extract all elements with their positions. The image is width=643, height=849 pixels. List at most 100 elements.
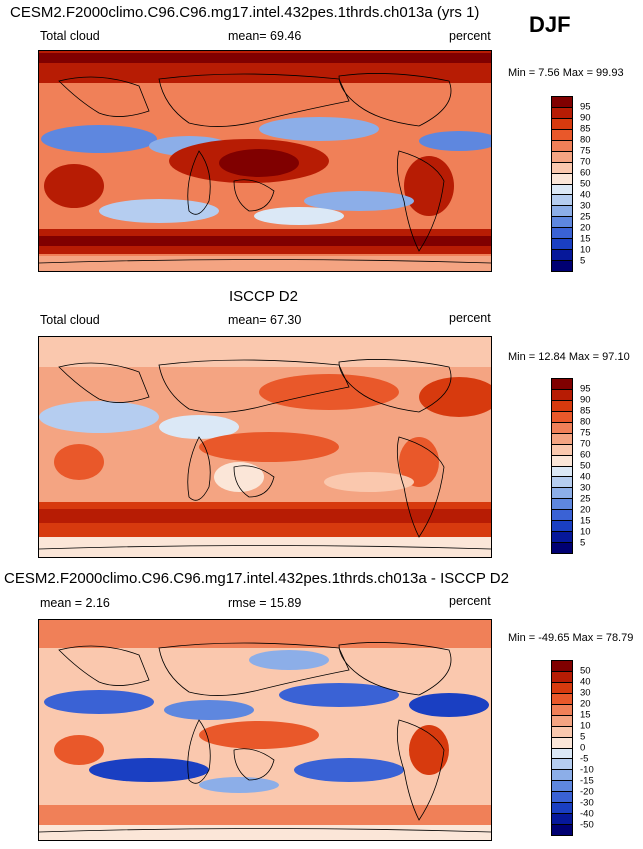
colorbar-label: 70 — [580, 438, 591, 450]
colorbar-swatch — [552, 97, 572, 108]
colorbar-label: 75 — [580, 145, 591, 157]
panel-title: ISCCP D2 — [229, 288, 298, 305]
units-label: percent — [449, 29, 491, 43]
colorbar-boxes — [551, 378, 573, 554]
colorbar-swatch — [552, 543, 572, 553]
units-label: percent — [449, 311, 491, 325]
colorbar-label: -15 — [580, 775, 594, 787]
colorbar-label: 40 — [580, 471, 591, 483]
colorbar-swatch — [552, 499, 572, 511]
colorbar-swatch — [552, 433, 572, 445]
colorbar-label: 95 — [580, 101, 591, 113]
colorbar-label: -50 — [580, 819, 594, 831]
colorbar-label: 50 — [580, 178, 591, 190]
panel-title: CESM2.F2000climo.C96.C96.mg17.intel.432p… — [4, 570, 509, 587]
min-max-label: Min = -49.65 Max = 78.79 — [508, 632, 634, 644]
colorbar-label: 50 — [580, 460, 591, 472]
field-label: Total cloud — [40, 29, 100, 43]
colorbar-label: -30 — [580, 797, 594, 809]
colorbar-label: 10 — [580, 526, 591, 538]
colorbar-label: 15 — [580, 515, 591, 527]
colorbar-swatch — [552, 488, 572, 500]
colorbar-swatch — [552, 693, 572, 705]
colorbar-label: 30 — [580, 482, 591, 494]
panel-title: CESM2.F2000climo.C96.C96.mg17.intel.432p… — [10, 4, 480, 21]
colorbar-label: 15 — [580, 709, 591, 721]
season-label: DJF — [529, 12, 571, 37]
colorbar: 50 40 30 20 15 10 5 0 -5 -10 -15 -20 -30 -40 -50 — [551, 660, 594, 836]
colorbar-label: 20 — [580, 698, 591, 710]
map-field — [39, 51, 491, 271]
colorbar-label: 60 — [580, 167, 591, 179]
colorbar-swatch — [552, 748, 572, 760]
colorbar-label: 85 — [580, 405, 591, 417]
colorbar-swatch — [552, 195, 572, 207]
colorbar-label: 95 — [580, 383, 591, 395]
colorbar-boxes — [551, 660, 573, 836]
colorbar-swatch — [552, 510, 572, 522]
colorbar-label: 30 — [580, 200, 591, 212]
mean-label: mean= 69.46 — [228, 29, 302, 43]
colorbar-label: 5 — [580, 537, 586, 549]
colorbar: 95 90 85 80 75 70 60 50 40 30 25 20 15 10 5 — [551, 96, 591, 272]
colorbar-label: -5 — [580, 753, 589, 765]
colorbar-swatch — [552, 466, 572, 478]
total-cloud-map — [38, 50, 492, 272]
colorbar-swatch — [552, 140, 572, 152]
colorbar-label: 30 — [580, 687, 591, 699]
colorbar-swatch — [552, 129, 572, 141]
colorbar-label: 40 — [580, 676, 591, 688]
colorbar-swatch — [552, 682, 572, 694]
colorbar-label: 0 — [580, 742, 586, 754]
colorbar-swatch — [552, 792, 572, 804]
colorbar-swatch — [552, 206, 572, 218]
colorbar-swatch — [552, 118, 572, 130]
colorbar-label: 90 — [580, 394, 591, 406]
colorbar-swatch — [552, 217, 572, 229]
colorbar-swatch — [552, 250, 572, 262]
colorbar-label: -40 — [580, 808, 594, 820]
colorbar-label: 20 — [580, 222, 591, 234]
colorbar-label: 90 — [580, 112, 591, 124]
colorbar-swatch — [552, 737, 572, 749]
colorbar-swatch — [552, 411, 572, 423]
colorbar-swatch — [552, 477, 572, 489]
rmse-label: rmse = 15.89 — [228, 596, 302, 610]
colorbar-label: 5 — [580, 731, 586, 743]
colorbar-boxes — [551, 96, 573, 272]
colorbar-swatch — [552, 803, 572, 815]
colorbar-label: 70 — [580, 156, 591, 168]
mean-label: mean = 2.16 — [40, 596, 110, 610]
colorbar-swatch — [552, 422, 572, 434]
colorbar-swatch — [552, 444, 572, 456]
colorbar-swatch — [552, 532, 572, 544]
colorbar-label: 50 — [580, 665, 591, 677]
colorbar-label: 5 — [580, 255, 586, 267]
colorbar-swatch — [552, 261, 572, 271]
map-field — [39, 337, 491, 557]
min-max-label: Min = 12.84 Max = 97.10 — [508, 351, 630, 363]
colorbar-swatch — [552, 455, 572, 467]
total-cloud-map — [38, 336, 492, 558]
colorbar-swatch — [552, 389, 572, 401]
colorbar-swatch — [552, 239, 572, 251]
colorbar: 95 90 85 80 75 70 60 50 40 30 25 20 15 10 5 — [551, 378, 591, 554]
min-max-label: Min = 7.56 Max = 99.93 — [508, 67, 624, 79]
colorbar-label: 40 — [580, 189, 591, 201]
colorbar-label: 10 — [580, 244, 591, 256]
colorbar-label: 80 — [580, 416, 591, 428]
colorbar-label: 15 — [580, 233, 591, 245]
mean-label: mean= 67.30 — [228, 313, 302, 327]
colorbar-label: -20 — [580, 786, 594, 798]
colorbar-label: 75 — [580, 427, 591, 439]
colorbar-swatch — [552, 400, 572, 412]
colorbar-swatch — [552, 107, 572, 119]
colorbar-swatch — [552, 715, 572, 727]
colorbar-label: 25 — [580, 211, 591, 223]
colorbar-swatch — [552, 814, 572, 826]
colorbar-swatch — [552, 184, 572, 196]
colorbar-label: 60 — [580, 449, 591, 461]
colorbar-swatch — [552, 521, 572, 533]
colorbar-label: 20 — [580, 504, 591, 516]
colorbar-swatch — [552, 781, 572, 793]
